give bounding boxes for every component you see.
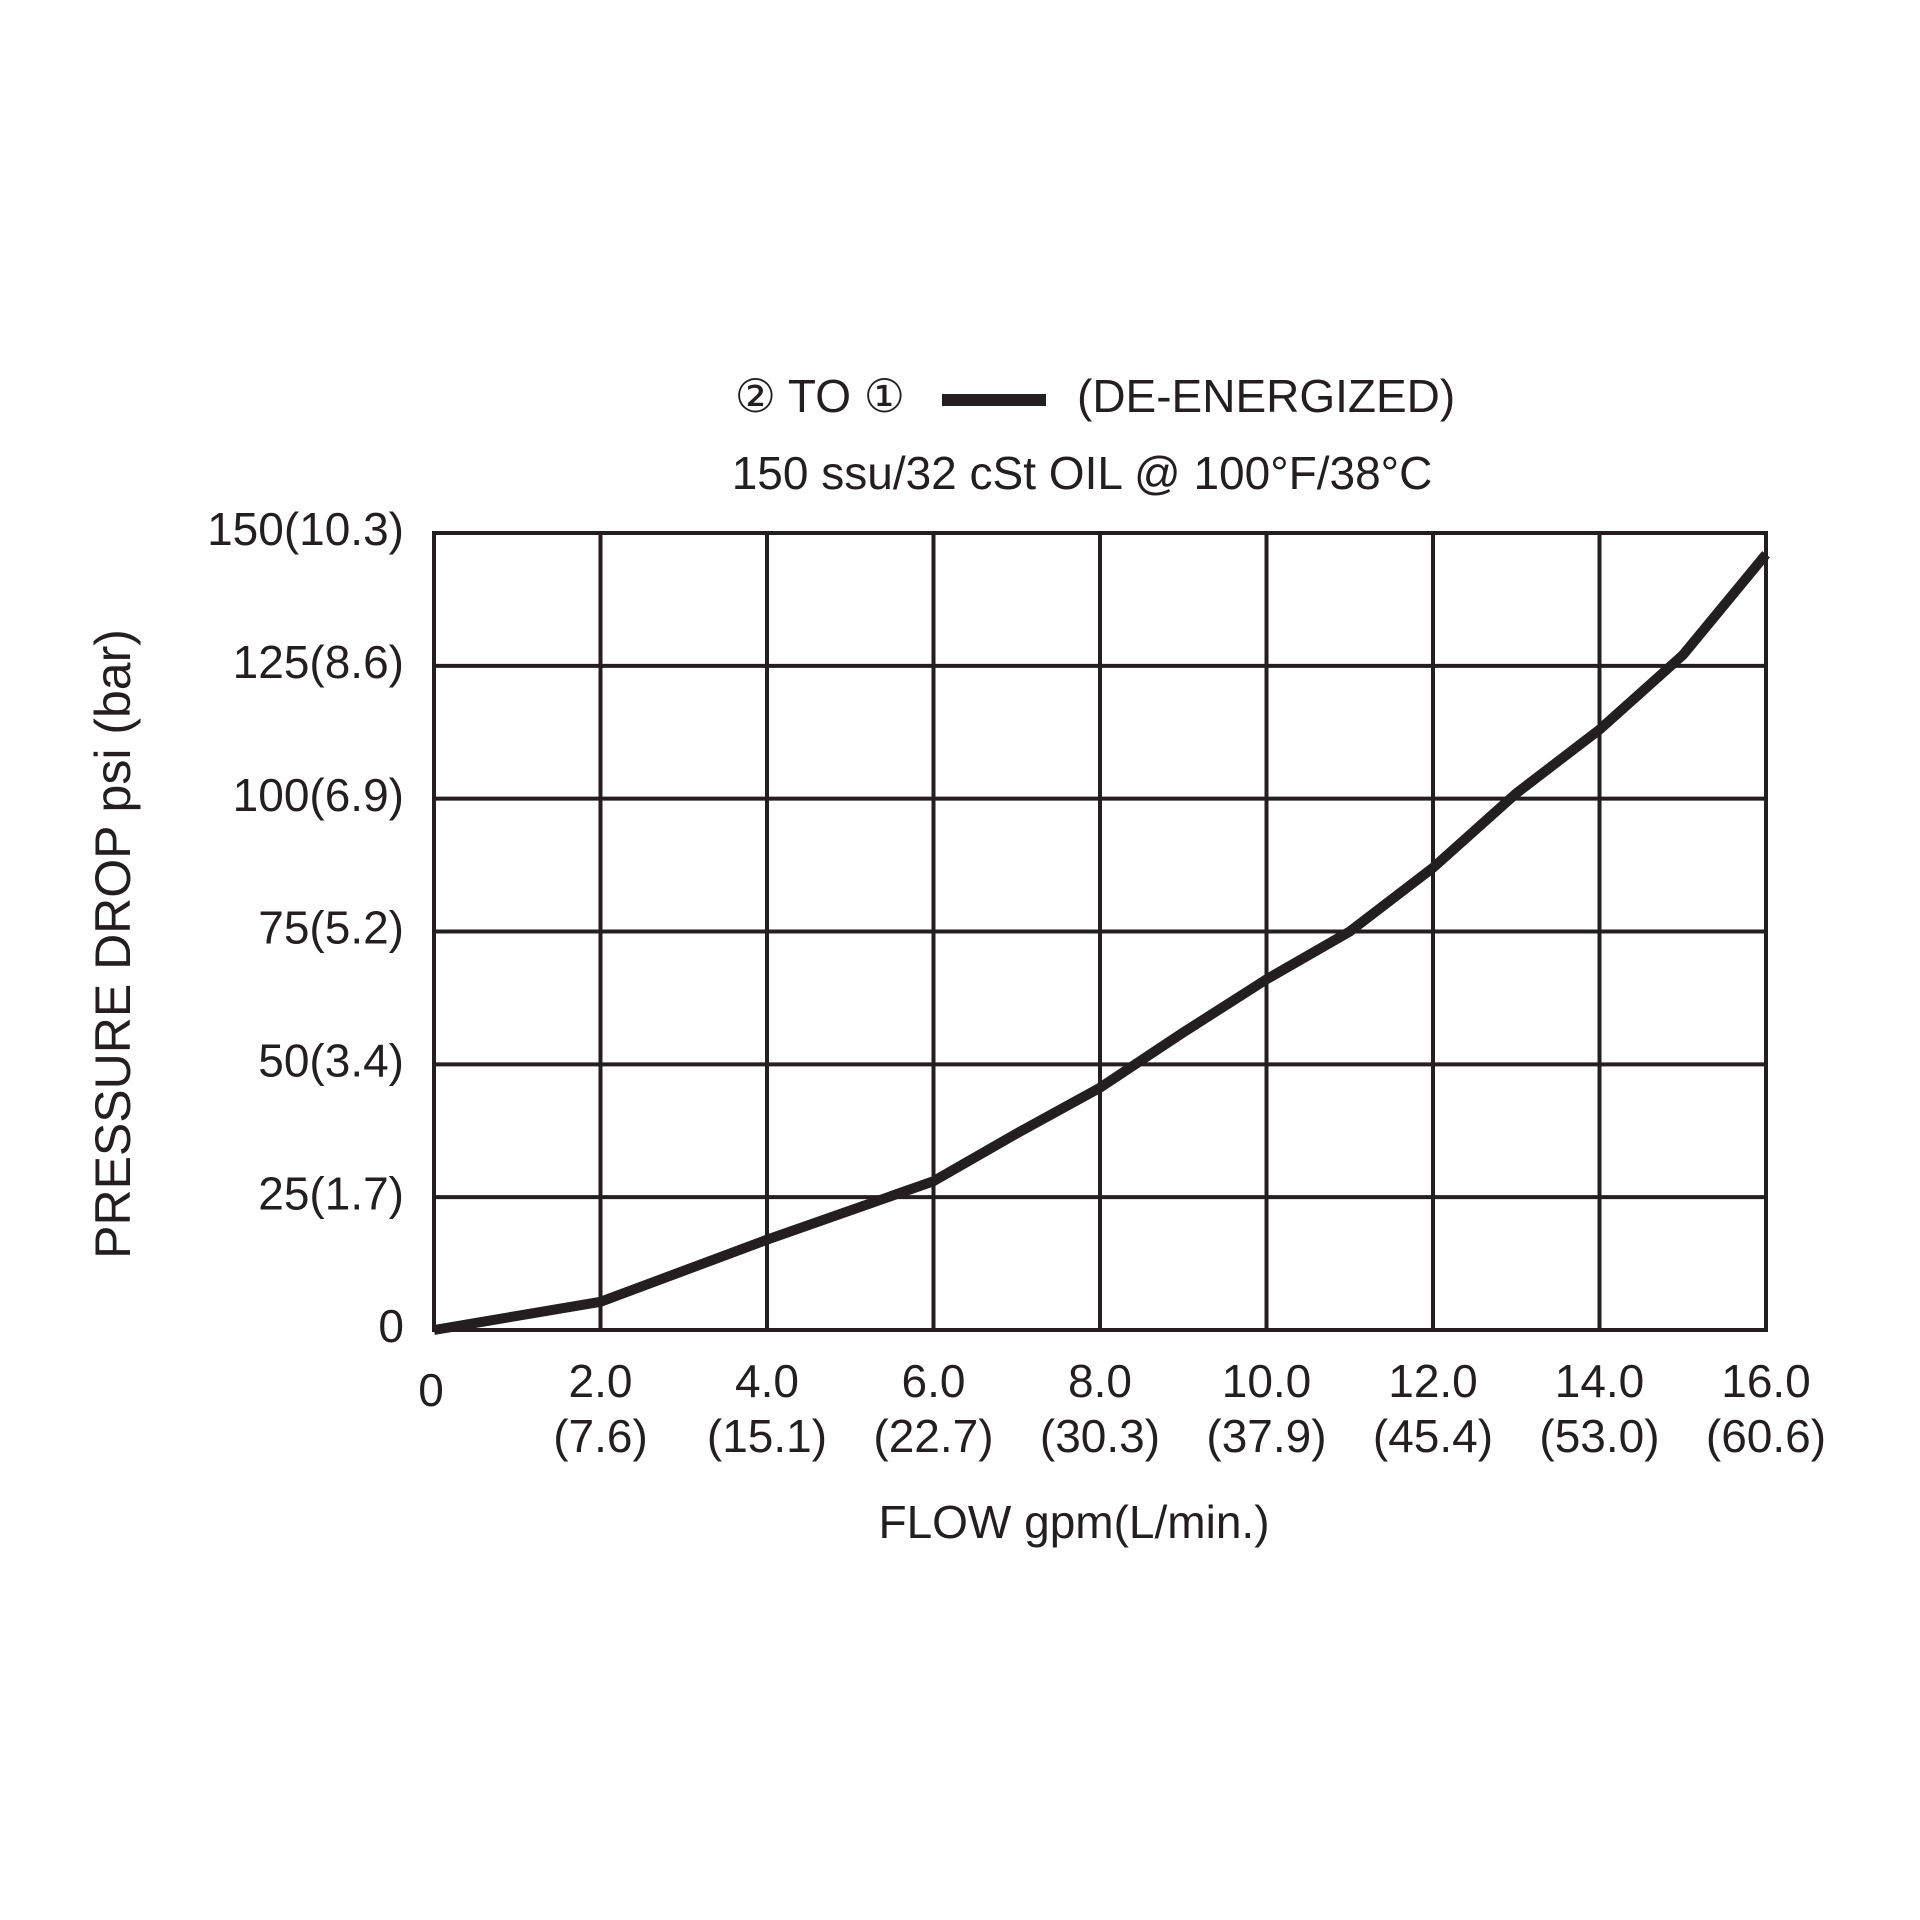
- y-tick-label: 50(3.4): [258, 1034, 404, 1086]
- x-tick-sublabel: (22.7): [873, 1410, 993, 1462]
- x-axis-label: FLOW gpm(L/min.): [878, 1496, 1269, 1548]
- data-line: [433, 551, 1770, 1335]
- x-tick-label: 12.0: [1388, 1355, 1478, 1407]
- legend-note: (DE-ENERGIZED): [1077, 370, 1455, 422]
- x-tick-label: 6.0: [902, 1355, 966, 1407]
- x-tick-label: 2.0: [569, 1355, 633, 1407]
- x-tick-sublabel: (53.0): [1539, 1410, 1659, 1462]
- x-tick-label: 16.0: [1721, 1355, 1811, 1407]
- x-tick-sublabel: (7.6): [553, 1410, 648, 1462]
- x-tick-sublabel: (45.4): [1373, 1410, 1493, 1462]
- x-tick-label: 8.0: [1068, 1355, 1132, 1407]
- y-tick-label: 150(10.3): [207, 503, 404, 555]
- x-tick-sublabel: (15.1): [707, 1410, 827, 1462]
- y-tick-label: 75(5.2): [258, 902, 404, 954]
- x-tick-sublabel: (60.6): [1706, 1410, 1826, 1462]
- y-axis-label: PRESSURE DROP psi (bar): [85, 629, 141, 1259]
- x-tick-sublabel: (37.9): [1206, 1410, 1326, 1462]
- chart-title: 150 ssu/32 cSt OIL @ 100°F/38°C: [732, 447, 1433, 499]
- y-tick-label: 125(8.6): [233, 636, 404, 688]
- plot-frame: [432, 531, 1768, 1332]
- x-tick-label: 4.0: [735, 1355, 799, 1407]
- legend-label: ② TO ①: [735, 370, 905, 422]
- x-tick-label: 0: [418, 1364, 444, 1416]
- y-tick-label: 100(6.9): [233, 769, 404, 821]
- x-tick-label: 14.0: [1555, 1355, 1645, 1407]
- y-tick-label: 0: [378, 1300, 404, 1352]
- x-tick-label: 10.0: [1222, 1355, 1312, 1407]
- x-tick-sublabel: (30.3): [1040, 1410, 1160, 1462]
- y-tick-label: 25(1.7): [258, 1167, 404, 1219]
